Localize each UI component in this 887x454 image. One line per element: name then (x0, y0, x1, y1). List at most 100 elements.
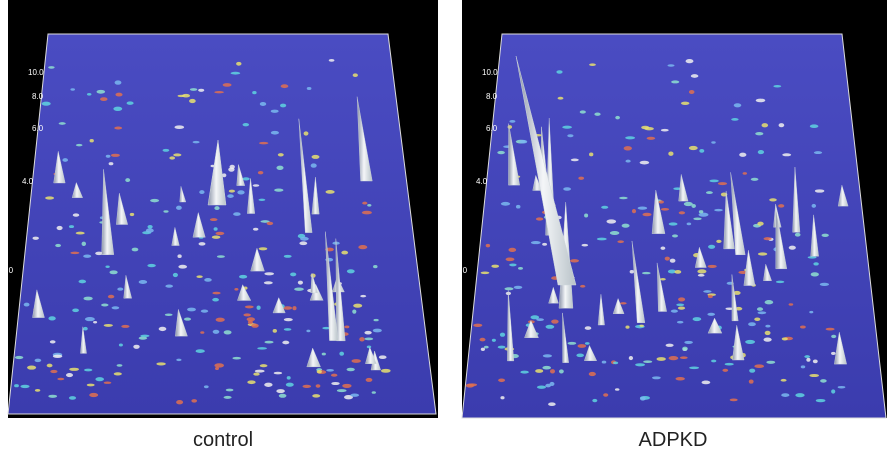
spot (342, 383, 352, 388)
spot (264, 340, 274, 344)
spot (631, 208, 637, 214)
spot (66, 373, 73, 378)
spot (113, 372, 122, 376)
spot (500, 201, 511, 206)
spot (113, 106, 123, 111)
axis-label: 4.0 (476, 177, 488, 186)
spot (711, 359, 717, 363)
spot (306, 329, 311, 333)
spot (548, 402, 556, 407)
spot (352, 73, 358, 78)
spot (232, 356, 241, 360)
spot (584, 342, 590, 345)
spot (581, 243, 589, 247)
spot (233, 212, 241, 216)
spot (114, 126, 123, 130)
peak (32, 289, 45, 318)
spot (251, 323, 259, 328)
spot (252, 227, 259, 231)
spot (628, 356, 634, 361)
spot (199, 190, 205, 195)
spot (34, 389, 41, 392)
peak (116, 193, 128, 225)
spot (101, 303, 109, 307)
spot (292, 306, 297, 311)
spot (276, 389, 285, 394)
spot (698, 210, 704, 214)
spot (23, 302, 30, 307)
spot (643, 360, 653, 364)
spot (306, 87, 312, 90)
spot (674, 270, 682, 274)
spot (707, 294, 713, 299)
spot (825, 327, 835, 331)
spot (192, 140, 200, 144)
spot (733, 103, 742, 108)
spot (222, 173, 227, 178)
peak (651, 189, 666, 234)
spot (48, 66, 55, 69)
spot (473, 323, 483, 327)
spot (707, 312, 716, 316)
peak (171, 227, 180, 246)
spot (707, 264, 717, 268)
spot (150, 198, 160, 203)
spot (592, 398, 598, 403)
spot (804, 355, 811, 359)
peak (298, 118, 313, 233)
peak (631, 240, 646, 323)
spot (698, 212, 709, 217)
spot (697, 269, 707, 274)
spot (530, 241, 541, 245)
spot (366, 345, 372, 349)
spot (831, 389, 836, 394)
spot (211, 235, 221, 239)
spot (485, 243, 491, 248)
peak (175, 309, 188, 337)
spot (612, 361, 619, 365)
axis-label: 10.0 (28, 68, 44, 77)
plot-floor (461, 33, 887, 419)
spot (821, 233, 829, 238)
spot (290, 272, 297, 277)
peak (123, 275, 132, 299)
spot (228, 167, 235, 172)
spot (745, 339, 756, 344)
spot (58, 122, 66, 125)
spot (646, 136, 656, 140)
peaks (14, 58, 391, 405)
spot (32, 236, 39, 240)
peak (179, 186, 187, 203)
spot (243, 313, 251, 317)
spot (722, 368, 729, 372)
spot (195, 349, 205, 353)
spot (809, 373, 820, 378)
spot (215, 231, 225, 236)
spot (280, 103, 287, 108)
spot (491, 338, 496, 342)
spot (508, 247, 517, 253)
spot (280, 84, 289, 89)
spot (352, 309, 357, 314)
spot (259, 141, 269, 145)
spot (660, 128, 669, 132)
spot (691, 204, 696, 208)
spot (145, 228, 154, 233)
spot (692, 317, 702, 322)
spot (556, 70, 563, 74)
spot (222, 83, 232, 87)
spot (299, 241, 308, 246)
spot (831, 334, 837, 339)
spot (563, 187, 572, 191)
spot (669, 258, 676, 263)
spot (601, 205, 609, 209)
peak (732, 325, 745, 361)
spot (350, 393, 360, 397)
spot (498, 378, 506, 383)
spot (639, 160, 650, 165)
spot (500, 396, 505, 400)
spot (184, 317, 191, 321)
spot (513, 285, 523, 290)
spot (346, 269, 355, 274)
spot (731, 118, 739, 121)
